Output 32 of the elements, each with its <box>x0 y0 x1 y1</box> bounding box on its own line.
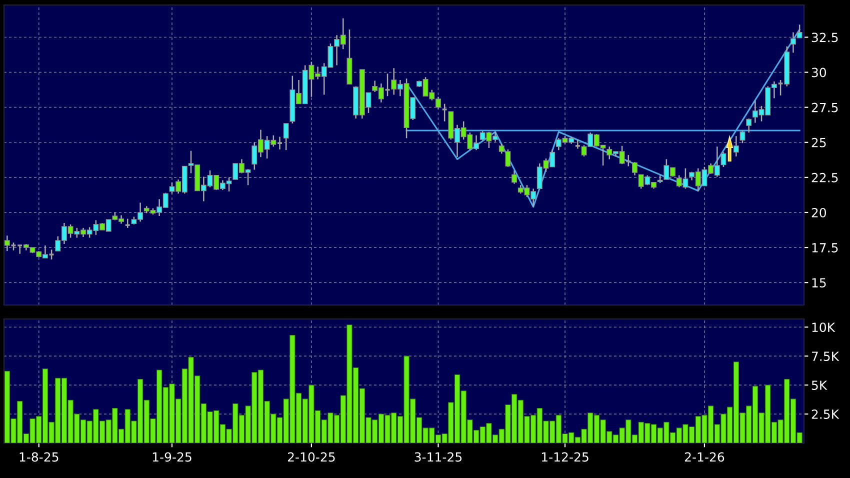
candlestick <box>740 130 746 144</box>
y-tick-label: 30 <box>812 68 826 78</box>
candlestick <box>733 135 739 158</box>
candlestick <box>777 79 784 96</box>
y-tick-label: 25 <box>812 138 826 148</box>
x-tick-label: 2-10-25 <box>288 452 335 462</box>
y-tick-label: 27.5 <box>812 102 838 112</box>
candlestick <box>574 138 581 150</box>
y-tick-label: 32.5 <box>812 32 838 42</box>
candlestick <box>796 24 802 39</box>
y-tick-label: 17.5 <box>812 243 838 252</box>
candlestick <box>746 118 752 134</box>
x-tick-label: 3-11-25 <box>414 452 462 462</box>
y-tick-label: 5K <box>812 380 828 390</box>
y-tick-label: 20 <box>812 208 826 218</box>
y-tick-label: 7.5K <box>812 352 840 362</box>
y-tick-label: 2.5K <box>812 410 840 419</box>
candlestick <box>632 161 638 176</box>
x-tick-label: 2-1-26 <box>684 452 724 462</box>
candlestick <box>4 234 10 252</box>
y-tick-label: 10K <box>812 322 836 332</box>
x-tick-label: 1-8-25 <box>20 452 58 462</box>
candlestick <box>512 170 518 184</box>
y-tick-label: 15 <box>812 278 826 288</box>
x-tick-label: 1-12-25 <box>542 452 588 462</box>
candlestick <box>48 249 55 260</box>
candlestick <box>790 32 796 54</box>
x-tick-label: 1-9-25 <box>152 452 192 462</box>
candlestick <box>441 103 448 122</box>
y-tick-label: 22.5 <box>812 172 838 182</box>
candlestick <box>283 122 289 151</box>
candlestick <box>276 136 283 150</box>
